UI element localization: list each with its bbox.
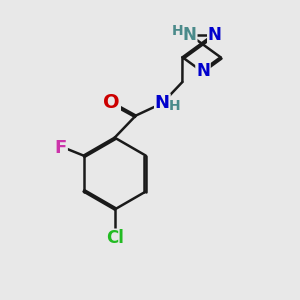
Text: H: H xyxy=(172,24,183,38)
Text: N: N xyxy=(196,62,210,80)
Text: N: N xyxy=(155,94,170,112)
Text: F: F xyxy=(55,139,67,157)
Text: H: H xyxy=(169,98,181,112)
Text: N: N xyxy=(208,26,222,44)
Text: O: O xyxy=(103,93,120,112)
Text: N: N xyxy=(183,26,197,44)
Text: Cl: Cl xyxy=(106,229,124,247)
